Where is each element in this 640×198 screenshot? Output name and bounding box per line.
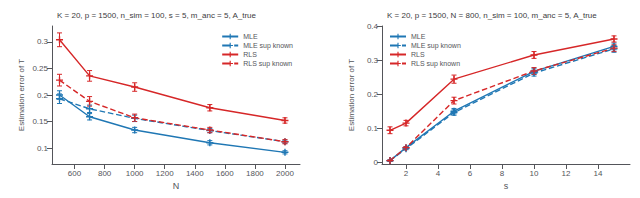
svg-text:MLE: MLE bbox=[243, 33, 258, 40]
svg-text:0.2: 0.2 bbox=[367, 90, 379, 99]
svg-text:0.25: 0.25 bbox=[32, 64, 48, 73]
svg-text:2000: 2000 bbox=[276, 169, 294, 178]
svg-text:14: 14 bbox=[594, 169, 603, 178]
svg-text:0.1: 0.1 bbox=[37, 144, 49, 153]
svg-text:1600: 1600 bbox=[216, 169, 234, 178]
svg-text:K = 20, p = 1500, n_sim = 100,: K = 20, p = 1500, n_sim = 100, s = 5, m_… bbox=[57, 11, 257, 20]
svg-text:MLE: MLE bbox=[411, 33, 426, 40]
svg-text:6: 6 bbox=[468, 169, 473, 178]
svg-text:0.2: 0.2 bbox=[37, 91, 49, 100]
svg-text:K = 20, p = 1500, N = 800, n_s: K = 20, p = 1500, N = 800, n_sim = 100, … bbox=[387, 11, 597, 20]
svg-text:0.1: 0.1 bbox=[367, 124, 379, 133]
svg-text:s: s bbox=[504, 181, 509, 191]
svg-text:MLE sup known: MLE sup known bbox=[243, 42, 293, 50]
svg-text:1400: 1400 bbox=[186, 169, 204, 178]
svg-text:2: 2 bbox=[404, 169, 409, 178]
svg-text:0.3: 0.3 bbox=[37, 37, 49, 46]
svg-text:1000: 1000 bbox=[126, 169, 144, 178]
svg-text:8: 8 bbox=[500, 169, 505, 178]
svg-text:4: 4 bbox=[436, 169, 441, 178]
svg-text:0.4: 0.4 bbox=[367, 22, 379, 31]
svg-text:RLS: RLS bbox=[243, 51, 257, 58]
svg-text:RLS sup known: RLS sup known bbox=[243, 60, 292, 68]
svg-text:1800: 1800 bbox=[246, 169, 264, 178]
svg-text:N: N bbox=[173, 181, 180, 191]
svg-text:Estimation error of T: Estimation error of T bbox=[347, 59, 356, 131]
svg-text:RLS sup known: RLS sup known bbox=[411, 60, 460, 68]
svg-text:1200: 1200 bbox=[156, 169, 174, 178]
svg-text:0.15: 0.15 bbox=[32, 117, 48, 126]
svg-text:10: 10 bbox=[530, 169, 539, 178]
svg-text:600: 600 bbox=[68, 169, 82, 178]
svg-text:0.3: 0.3 bbox=[367, 56, 379, 65]
svg-text:RLS: RLS bbox=[411, 51, 425, 58]
svg-text:0: 0 bbox=[374, 158, 379, 167]
svg-text:800: 800 bbox=[98, 169, 112, 178]
svg-text:12: 12 bbox=[562, 169, 571, 178]
svg-text:MLE sup known: MLE sup known bbox=[411, 42, 461, 50]
svg-text:Estimation error of T: Estimation error of T bbox=[17, 59, 26, 131]
